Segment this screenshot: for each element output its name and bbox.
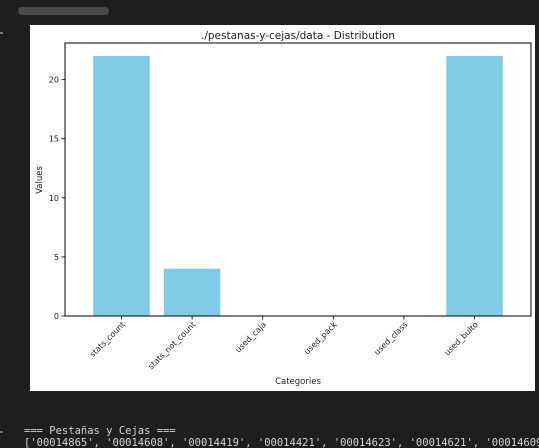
bar-stats-not-count (163, 268, 221, 316)
x-axis-label: Categories (275, 377, 321, 387)
plot-area-frame (64, 42, 532, 317)
x-tick-label: used_caja (234, 320, 268, 354)
bar-chart: 0 5 10 15 20 stats_count stats_not_count used_… (35, 30, 532, 387)
y-tick-label: 10 (49, 194, 59, 203)
gutter-marker (0, 431, 3, 433)
scrollbar-thumb[interactable] (18, 7, 109, 15)
x-tick-label: used_bulto (443, 320, 480, 357)
x-tick-label: stats_not_count (146, 320, 197, 371)
chart-title: ./pestanas-y-cejas/data - Distribution (201, 30, 395, 42)
output-header: === Pestañas y Cejas === (24, 425, 176, 437)
y-tick-label: 0 (54, 312, 59, 321)
bar-stats-count (93, 56, 150, 316)
y-tick-label: 20 (49, 76, 59, 85)
y-axis-label: Values (35, 166, 45, 194)
x-tick-label: used_class (372, 320, 409, 357)
gutter-marker (0, 32, 3, 34)
y-tick-label: 5 (54, 253, 59, 262)
chart-figure: 0 5 10 15 20 stats_count stats_not_count used_… (30, 25, 535, 391)
y-tick-label: 15 (49, 135, 59, 144)
cell-output: === Pestañas y Cejas === ['00014865', '00… (24, 425, 539, 448)
x-tick-label: used_pack (302, 320, 338, 356)
x-tick-label: stats_count (88, 320, 127, 359)
bar-used-bulto (446, 56, 503, 316)
output-line: ['00014865', '00014608', '00014419', '00… (24, 437, 539, 448)
